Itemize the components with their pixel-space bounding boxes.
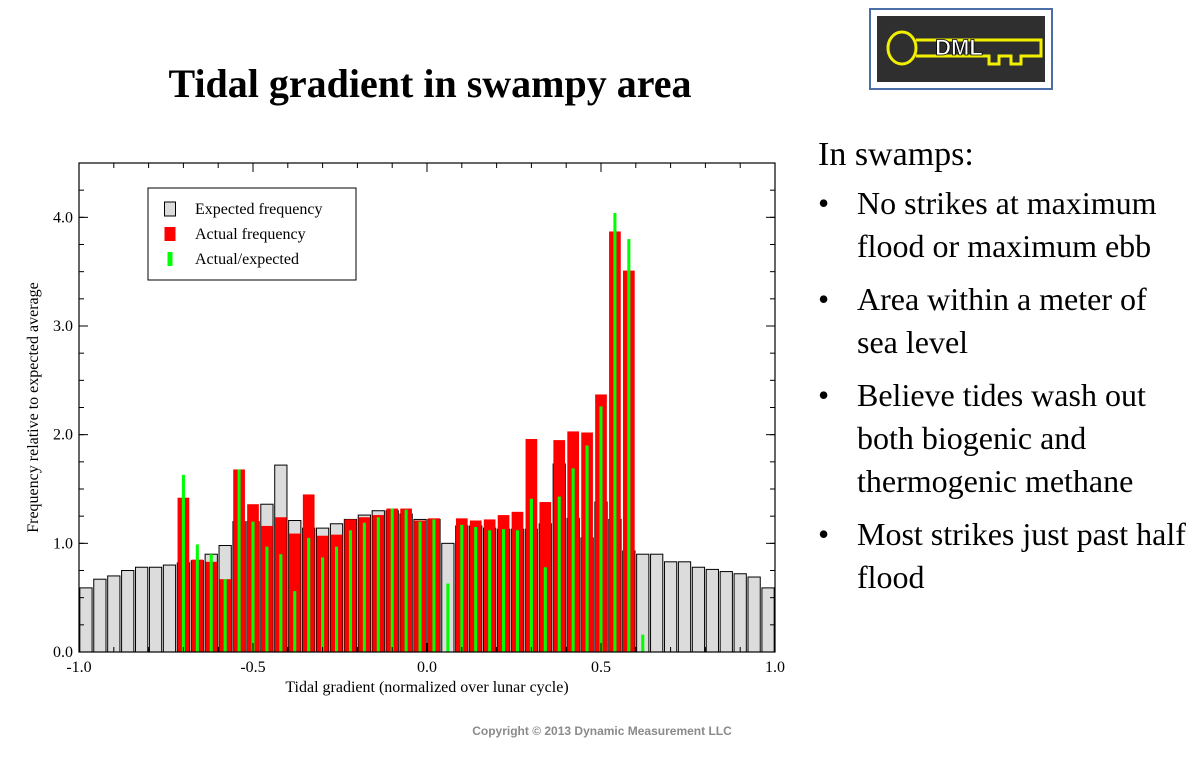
ratio-bar xyxy=(460,524,464,652)
expected-bar xyxy=(162,564,177,653)
ratio-bar xyxy=(557,496,561,652)
expected-bar xyxy=(135,566,149,653)
expected-bar xyxy=(663,561,678,653)
ratio-bar xyxy=(571,468,575,652)
expected-bar xyxy=(691,566,706,653)
ratio-bar xyxy=(446,583,450,652)
x-tick-label: 0.0 xyxy=(417,659,437,676)
bullet-item: • Area within a meter of sea level xyxy=(818,278,1188,364)
ratio-bar xyxy=(307,537,311,652)
ratio-bar xyxy=(362,522,366,652)
chart-container: -1.0 -0.5 0.0 0.5 1.0 0.0 1.0 2.0 3.0 4.0 Tidal gr… xyxy=(0,150,800,710)
ratio-bar xyxy=(515,530,520,652)
legend-label: Expected frequency xyxy=(195,201,322,218)
bullet-marker: • xyxy=(818,516,830,552)
expected-bar xyxy=(650,553,664,653)
logo-background xyxy=(877,16,1045,82)
ratio-bar xyxy=(237,469,241,652)
legend-label: Actual frequency xyxy=(195,226,306,243)
ratio-bar xyxy=(390,508,394,652)
legend-box xyxy=(147,187,357,281)
bullet-item: • Believe tides wash out both biogenic an… xyxy=(818,374,1188,503)
ratio-bar xyxy=(209,554,213,652)
bullet-text: Area within a meter of sea level xyxy=(857,281,1147,360)
tidal-gradient-chart: -1.0 -0.5 0.0 0.5 1.0 0.0 1.0 2.0 3.0 4.0 Tidal gr… xyxy=(25,162,785,696)
y-tick-label: 0.0 xyxy=(53,644,73,661)
y-tick-label: 3.0 xyxy=(53,318,73,335)
bullet-list: • No strikes at maximum flood or maximum … xyxy=(818,182,1188,599)
logo-text: DML xyxy=(935,35,983,60)
legend-swatch-actual xyxy=(164,227,176,241)
expected-bar xyxy=(121,570,135,653)
expected-bar xyxy=(747,576,761,653)
legend-swatch-ratio xyxy=(167,252,173,266)
expected-bar xyxy=(719,571,733,653)
x-axis-label: Tidal gradient (normalized over lunar cy… xyxy=(285,679,568,696)
ratio-bar xyxy=(321,557,325,652)
ratio-bar xyxy=(404,509,408,652)
ratio-bar xyxy=(334,546,339,652)
dml-logo: DML xyxy=(869,8,1053,90)
y-axis-label: Frequency relative to expected average xyxy=(25,282,42,533)
bullet-marker: • xyxy=(818,377,830,413)
ratio-bar xyxy=(474,527,478,652)
ratio-bar xyxy=(627,239,631,653)
expected-bar xyxy=(93,578,107,653)
expected-bar xyxy=(705,568,719,653)
ratio-bar xyxy=(585,445,589,652)
ratio-bar xyxy=(376,517,380,652)
bullet-marker: • xyxy=(818,185,830,221)
y-tick-label: 4.0 xyxy=(53,209,73,226)
y-tick-label: 2.0 xyxy=(53,427,73,444)
ratio-bar xyxy=(641,634,645,652)
key-icon: DML xyxy=(886,30,1043,66)
ratio-bar xyxy=(502,529,506,652)
ratio-bar xyxy=(529,498,533,652)
x-tick-label: 0.5 xyxy=(591,659,611,676)
bullet-item: • No strikes at maximum flood or maximum … xyxy=(818,182,1188,268)
y-tick-label: 1.0 xyxy=(53,535,73,552)
copyright-notice: Copyright © 2013 Dynamic Measurement LLC xyxy=(472,724,732,738)
bullet-text: No strikes at maximum flood or maximum e… xyxy=(857,185,1157,264)
ratio-bar xyxy=(613,212,617,652)
ratio-bar xyxy=(181,474,185,652)
expected-bar xyxy=(677,561,692,653)
ratio-bar xyxy=(251,521,255,652)
ratio-bar xyxy=(488,530,492,652)
ratio-bar xyxy=(432,519,436,652)
expected-bar xyxy=(733,573,747,653)
bullet-marker: • xyxy=(818,281,830,317)
slide-title: Tidal gradient in swampy area xyxy=(168,61,692,106)
bullet-panel: In swamps: • No strikes at maximum flood … xyxy=(818,132,1188,609)
bullet-heading: In swamps: xyxy=(818,136,974,173)
ratio-bar xyxy=(195,544,199,652)
bullet-text: Believe tides wash out both biogenic and… xyxy=(857,377,1146,499)
bullet-item: • Most strikes just past half flood xyxy=(818,513,1188,599)
ratio-bar xyxy=(279,554,283,652)
ratio-bar xyxy=(293,591,297,652)
expected-bar xyxy=(107,575,121,653)
ratio-bar xyxy=(265,546,269,652)
x-tick-label: -0.5 xyxy=(240,659,265,676)
ratio-bar xyxy=(543,567,547,652)
legend-swatch-expected xyxy=(164,201,176,217)
ratio-bar xyxy=(418,521,422,652)
expected-bar xyxy=(148,566,163,653)
ratio-bar xyxy=(223,579,227,652)
x-tick-label: -1.0 xyxy=(66,659,91,676)
legend-label: Actual/expected xyxy=(195,251,299,268)
ratio-bar xyxy=(348,530,352,652)
x-tick-label: 1.0 xyxy=(765,659,785,676)
ratio-bar xyxy=(599,406,603,652)
bullet-text: Most strikes just past half flood xyxy=(857,516,1186,595)
